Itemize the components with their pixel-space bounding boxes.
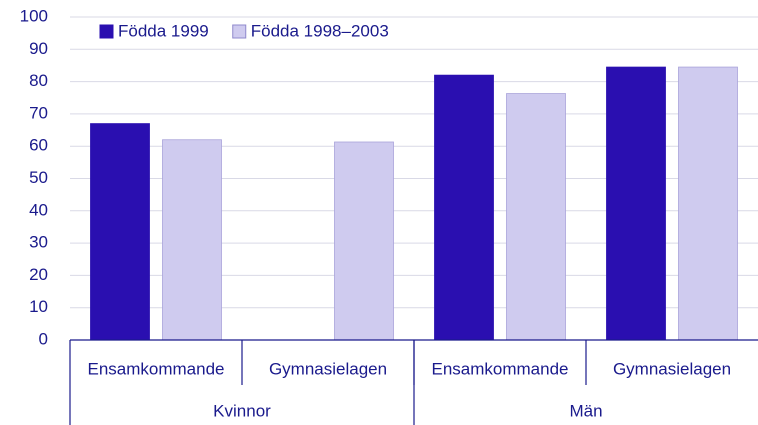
y-tick-label: 0 <box>39 329 48 348</box>
y-tick-label: 70 <box>29 103 48 122</box>
bar <box>678 66 738 341</box>
y-tick-label: 60 <box>29 136 48 155</box>
legend-swatch <box>99 24 114 39</box>
bar <box>90 123 150 341</box>
y-tick-label: 100 <box>20 6 48 25</box>
group-label: Kvinnor <box>213 401 271 420</box>
bar <box>606 66 666 341</box>
x-tick-label: Ensamkommande <box>431 359 568 378</box>
x-tick-label: Ensamkommande <box>87 359 224 378</box>
x-tick-label: Gymnasielagen <box>269 359 387 378</box>
group-label: Män <box>569 401 602 420</box>
bar <box>162 139 222 341</box>
x-tick-label: Gymnasielagen <box>613 359 731 378</box>
y-tick-label: 40 <box>29 200 48 219</box>
y-tick-label: 50 <box>29 168 48 187</box>
bar <box>334 141 394 341</box>
y-tick-label: 10 <box>29 297 48 316</box>
legend-label: Födda 1999 <box>118 21 209 40</box>
y-tick-label: 80 <box>29 71 48 90</box>
y-tick-label: 30 <box>29 233 48 252</box>
bar <box>506 93 566 341</box>
legend-label: Födda 1998–2003 <box>251 21 389 40</box>
y-tick-label: 20 <box>29 265 48 284</box>
legend-swatch <box>232 24 247 39</box>
y-tick-label: 90 <box>29 39 48 58</box>
bar <box>434 74 494 341</box>
